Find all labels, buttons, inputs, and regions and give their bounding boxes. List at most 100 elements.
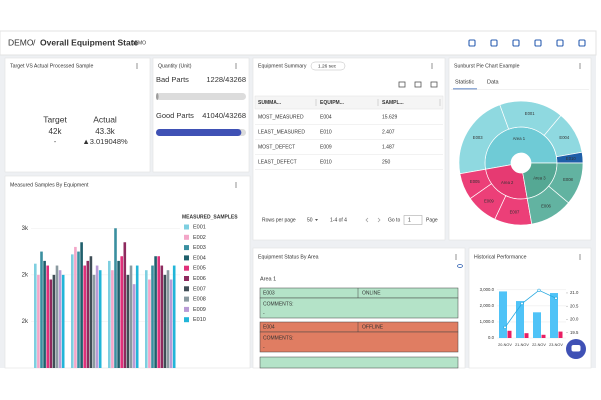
legend-label: E005	[193, 266, 206, 272]
column-header[interactable]: SUMMA...	[258, 100, 282, 106]
bar	[516, 301, 524, 338]
y2-tick-label: 20.5	[570, 303, 579, 308]
toolbar-icon[interactable]	[556, 39, 564, 47]
table-tool-icon[interactable]	[430, 81, 438, 88]
menu-icon[interactable]	[136, 67, 138, 69]
toolbar-icon[interactable]	[578, 39, 586, 47]
page-input[interactable]	[403, 215, 423, 225]
menu-icon[interactable]	[235, 67, 237, 69]
timing-badge	[310, 61, 346, 71]
bar	[135, 265, 139, 368]
bar	[126, 274, 130, 368]
menu-icon[interactable]	[431, 63, 433, 65]
comments-label: COMMENTS:	[263, 301, 294, 307]
sunburst-label: E005	[470, 179, 480, 184]
tab[interactable]: Data	[487, 79, 500, 85]
y-tick-label: 2,000.0	[480, 303, 495, 308]
bar	[507, 330, 512, 338]
legend-swatch	[184, 276, 189, 281]
bar	[83, 265, 86, 368]
menu-icon[interactable]	[579, 63, 581, 65]
progress-track	[156, 93, 246, 100]
bar	[95, 265, 99, 368]
bar	[40, 251, 43, 368]
y-tick-label: 3k	[22, 226, 29, 232]
dropdown-icon[interactable]	[315, 219, 318, 221]
panel-title: Historical Performance	[474, 254, 527, 260]
table-cell: E010	[320, 129, 332, 135]
bar	[114, 228, 117, 368]
sunburst-label: E007	[510, 210, 520, 215]
panel-title: Quantity (Unit)	[158, 63, 192, 69]
comments-label: COMMENTS:	[263, 335, 294, 341]
legend-label: E001	[193, 224, 206, 230]
menu-icon[interactable]	[235, 182, 237, 184]
column-header[interactable]: SAMPL...	[382, 100, 404, 106]
legend-label: E003	[193, 245, 206, 251]
bar	[524, 333, 529, 338]
menu-icon[interactable]	[136, 65, 138, 67]
sunburst-label: E009	[484, 198, 494, 203]
menu-icon[interactable]	[579, 65, 581, 67]
table-tool-icon[interactable]	[414, 81, 422, 88]
bar	[43, 260, 46, 368]
menu-icon[interactable]	[431, 65, 433, 67]
legend-swatch	[184, 286, 189, 292]
toolbar-icon[interactable]	[534, 39, 542, 47]
bar	[58, 270, 62, 368]
kpi-change: ▲3.019048%	[82, 137, 128, 146]
y2-tick-label: 19.5	[570, 330, 579, 335]
page-input-value[interactable]: 1	[408, 217, 411, 223]
menu-icon[interactable]	[579, 67, 581, 69]
sunburst-label: Area 3	[533, 176, 546, 181]
menu-icon[interactable]	[235, 65, 237, 67]
tab[interactable]: Statistic	[455, 79, 475, 85]
toolbar-icon[interactable]	[468, 39, 476, 47]
visibility-icon[interactable]	[457, 264, 463, 268]
menu-icon[interactable]	[431, 67, 433, 69]
bar	[92, 274, 96, 368]
bar	[98, 270, 102, 368]
bar	[89, 256, 93, 368]
column-header[interactable]: EQUIPM...	[320, 100, 345, 106]
menu-icon[interactable]	[579, 258, 581, 260]
legend-label: E007	[193, 286, 206, 292]
legend-swatch	[184, 265, 189, 271]
legend-swatch	[184, 317, 189, 323]
bar	[34, 263, 37, 368]
menu-icon[interactable]	[455, 256, 457, 258]
next-page[interactable]	[377, 217, 381, 223]
menu-icon[interactable]	[579, 256, 581, 258]
bar	[558, 331, 563, 338]
status-row	[259, 356, 459, 369]
bar	[37, 274, 40, 368]
toolbar-icon[interactable]	[512, 39, 520, 47]
sunburst-label: E006	[541, 203, 551, 208]
menu-icon[interactable]	[235, 186, 237, 188]
menu-icon[interactable]	[455, 258, 457, 260]
quantity-value: 41040/43268	[202, 111, 246, 120]
table-tool-icon[interactable]	[398, 81, 406, 88]
sunburst-outer[interactable]	[526, 185, 569, 225]
legend-label: E006	[193, 276, 206, 282]
menu-icon[interactable]	[579, 254, 581, 256]
menu-icon[interactable]	[455, 254, 457, 256]
quantity-label: Bad Parts	[156, 75, 189, 84]
line-point	[503, 325, 507, 330]
menu-icon[interactable]	[235, 184, 237, 186]
prev-page[interactable]	[365, 217, 369, 223]
comment-text: -	[263, 310, 265, 316]
menu-icon[interactable]	[136, 63, 138, 65]
go-to-label: Go to	[388, 217, 400, 223]
menu-icon[interactable]	[235, 63, 237, 65]
sunburst-outer[interactable]	[459, 168, 492, 200]
table-cell: E004	[320, 114, 332, 120]
pagination-range: 1-4 of 4	[330, 217, 347, 223]
bar	[163, 274, 167, 368]
rows-per-page[interactable]: 50	[307, 217, 313, 223]
bar	[132, 284, 136, 368]
legend-label: E008	[193, 297, 206, 303]
toolbar-icon[interactable]	[490, 39, 498, 47]
